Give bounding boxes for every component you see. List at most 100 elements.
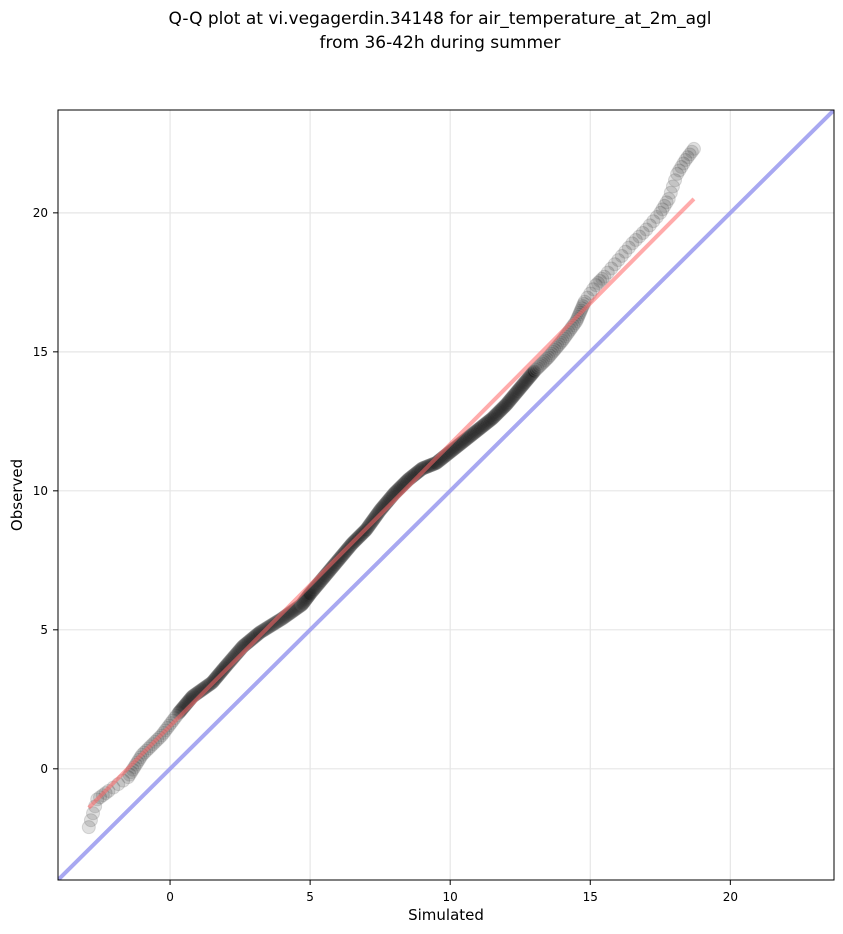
axis-ticks: 0 5 10 15 20 0 5 10 15 20: [33, 206, 738, 904]
qq-point: [296, 595, 311, 610]
qq-point: [297, 594, 312, 609]
qq-point: [456, 434, 471, 449]
qq-point: [472, 421, 487, 436]
x-tick-label: 20: [723, 890, 738, 904]
qq-point: [659, 195, 674, 210]
qq-point: [665, 179, 680, 194]
qq-point: [621, 240, 636, 255]
qq-point: [252, 625, 267, 640]
qq-point: [215, 663, 230, 678]
qq-point: [497, 399, 512, 414]
qq-point: [545, 344, 560, 359]
chart-title-line-2: from 36-42h during summer: [320, 33, 561, 53]
qq-point: [542, 348, 557, 363]
qq-point: [524, 367, 539, 382]
qq-point: [251, 626, 266, 641]
qq-point: [332, 551, 347, 566]
qq-point: [476, 418, 491, 433]
qq-point: [526, 364, 541, 379]
qq-point: [295, 596, 310, 611]
qq-point: [466, 426, 481, 441]
qq-point: [217, 660, 232, 675]
qq-point: [597, 269, 612, 284]
qq-point: [330, 554, 345, 569]
qq-point: [607, 257, 622, 272]
qq-point: [481, 414, 496, 429]
qq-point: [300, 590, 315, 605]
qq-point: [525, 366, 540, 381]
qq-point: [462, 429, 477, 444]
qq-point: [298, 593, 313, 608]
qq-point: [509, 385, 524, 400]
qq-point: [416, 461, 431, 476]
qq-point: [535, 356, 550, 371]
qq-point: [479, 415, 494, 430]
qq-point: [479, 416, 494, 431]
qq-point: [292, 599, 307, 614]
qq-point: [503, 392, 518, 407]
qq-point: [520, 371, 535, 386]
qq-point: [453, 437, 468, 452]
qq-point: [459, 431, 474, 446]
qq-point: [498, 398, 513, 413]
qq-point: [655, 202, 670, 217]
qq-point: [196, 681, 211, 696]
qq-point: [426, 457, 441, 472]
qq-point: [215, 663, 230, 678]
qq-point: [334, 549, 349, 564]
qq-point: [588, 278, 603, 293]
qq-point: [533, 358, 548, 373]
qq-point: [454, 435, 469, 450]
qq-point: [299, 591, 314, 606]
qq-point: [426, 456, 441, 471]
qq-point: [521, 370, 536, 385]
qq-point: [604, 261, 619, 276]
qq-point: [522, 369, 537, 384]
qq-point: [517, 375, 532, 390]
qq-point: [513, 380, 528, 395]
qq-point: [455, 435, 470, 450]
grid-lines: [58, 110, 834, 880]
qq-point: [415, 461, 430, 476]
qq-point: [457, 433, 472, 448]
qq-point: [494, 402, 509, 417]
qq-point: [514, 379, 529, 394]
qq-point: [523, 368, 538, 383]
qq-point: [511, 383, 526, 398]
qq-point: [289, 601, 304, 616]
qq-point: [477, 417, 492, 432]
qq-point: [216, 662, 231, 677]
identity-line: [58, 110, 834, 880]
qq-point: [486, 409, 501, 424]
qq-point: [510, 383, 525, 398]
qq-point: [635, 226, 650, 241]
qq-point: [471, 422, 486, 437]
qq-point: [464, 428, 479, 443]
qq-point: [515, 378, 530, 393]
qq-point: [593, 273, 608, 288]
qq-point: [496, 400, 511, 415]
qq-point: [536, 355, 551, 370]
qq-point: [492, 404, 507, 419]
qq-point: [496, 399, 511, 414]
qq-point: [289, 601, 304, 616]
chart-title-line-1: Q-Q plot at vi.vegagerdin.34148 for air_…: [168, 9, 711, 29]
qq-point: [474, 419, 489, 434]
qq-point: [332, 551, 347, 566]
qq-point: [464, 427, 479, 442]
qq-point: [504, 391, 519, 406]
qq-point: [269, 615, 284, 630]
qq-point: [481, 414, 496, 429]
qq-point: [676, 156, 691, 171]
qq-point: [460, 431, 475, 446]
qq-point: [297, 593, 312, 608]
qq-point: [198, 680, 213, 695]
qq-point: [470, 423, 485, 438]
qq-point: [484, 412, 499, 427]
qq-point: [680, 150, 695, 165]
qq-point: [461, 430, 476, 445]
qq-point: [552, 337, 567, 352]
qq-point: [550, 339, 565, 354]
qq-point: [295, 597, 310, 612]
